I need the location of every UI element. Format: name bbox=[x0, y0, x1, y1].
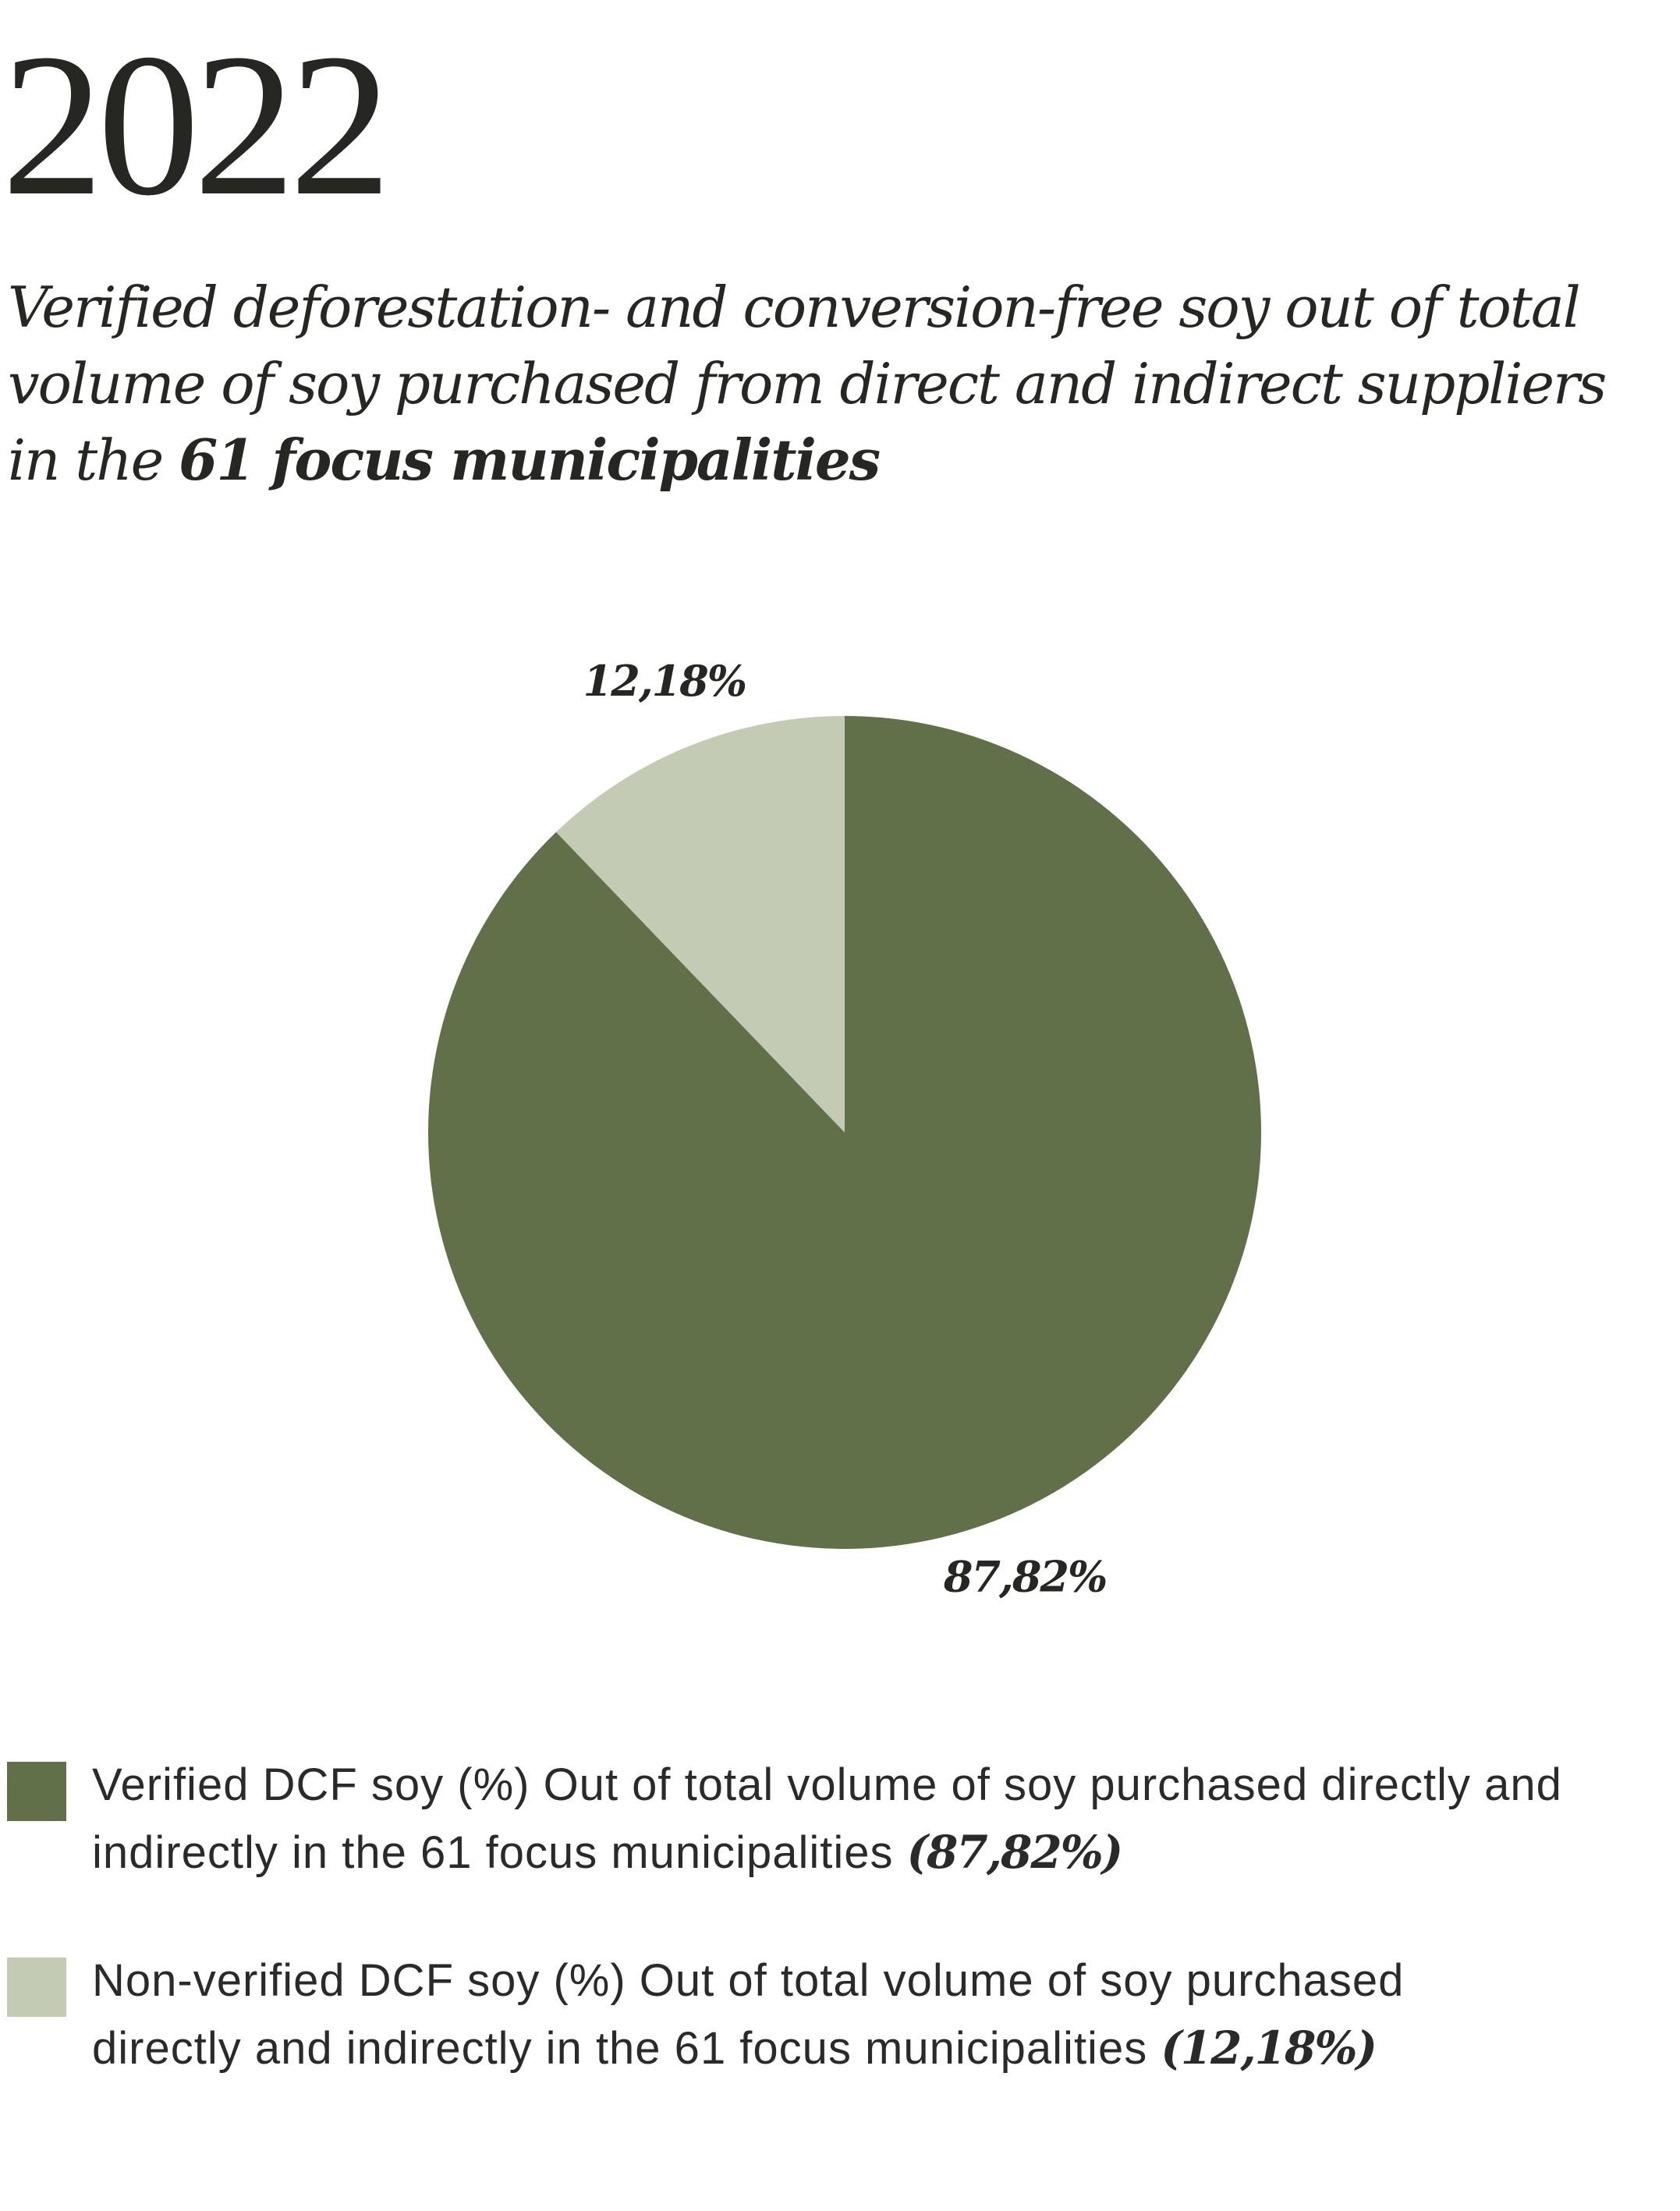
subtitle-emphasis: 61 focus municipalities bbox=[179, 427, 881, 493]
data-label: 87,82% bbox=[943, 1551, 1107, 1601]
subtitle-text: Verified deforestation- and conversion-f… bbox=[8, 275, 1607, 493]
legend-swatch bbox=[7, 1762, 66, 1821]
legend-label: Verified DCF soy (%) Out of total volume… bbox=[92, 1751, 1574, 1887]
data-label: 12,18% bbox=[583, 656, 746, 706]
chart-title: 2022 bbox=[2, 12, 392, 238]
chart-subtitle: Verified deforestation- and conversion-f… bbox=[8, 269, 1646, 498]
pie-slice bbox=[556, 716, 845, 1132]
legend-text: Verified DCF soy (%) Out of total volume… bbox=[92, 1759, 1562, 1878]
legend-value: (12,18%) bbox=[1161, 2021, 1377, 2075]
legend-text: Non-verified DCF soy (%) Out of total vo… bbox=[92, 1955, 1405, 2074]
legend-value: (87,82%) bbox=[906, 1826, 1124, 1879]
legend-swatch bbox=[7, 1958, 66, 2017]
pie-chart: 87,82% 12,18% bbox=[428, 656, 1262, 1601]
legend-label: Non-verified DCF soy (%) Out of total vo… bbox=[92, 1947, 1434, 2082]
